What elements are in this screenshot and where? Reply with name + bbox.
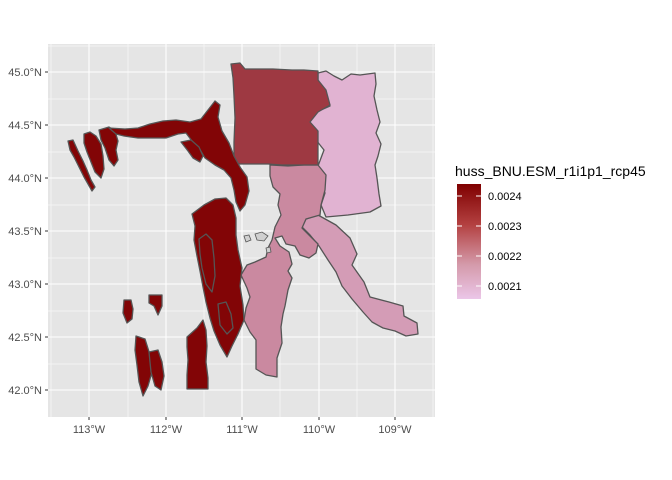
y-tick-label: 44.5°N [8, 120, 42, 132]
legend-label: 0.0021 [488, 281, 522, 293]
x-tick-label: 111°W [226, 424, 258, 436]
legend-label: 0.0023 [488, 221, 522, 233]
region-western-clusters [67, 100, 250, 397]
y-tick-label: 43.0°N [8, 279, 42, 291]
legend-label: 0.0022 [488, 251, 522, 263]
legend: huss_BNU.ESM_r1i1p1_rcp45 0.0024 0.0023 … [455, 163, 646, 299]
y-tick-label: 44.0°N [8, 173, 42, 185]
axis-ticks [45, 71, 396, 420]
y-tick-label: 42.5°N [8, 332, 42, 344]
legend-ticks [457, 195, 481, 287]
map-holes [243, 231, 272, 254]
y-tick-label: 43.5°N [8, 226, 42, 238]
x-tick-label: 110°W [303, 424, 336, 436]
region-north-central [230, 62, 331, 166]
y-axis-labels: 42.0°N 42.5°N 43.0°N 43.5°N 44.0°N 44.5°… [8, 67, 42, 397]
x-tick-label: 113°W [73, 424, 106, 436]
legend-title: huss_BNU.ESM_r1i1p1_rcp45 [455, 163, 646, 179]
legend-colorbar [457, 184, 481, 299]
region-southeast-diagonal [301, 214, 419, 337]
y-tick-label: 45.0°N [8, 67, 42, 79]
x-tick-label: 112°W [150, 424, 183, 436]
legend-label: 0.0024 [488, 191, 522, 203]
map-regions [67, 62, 419, 397]
y-tick-label: 42.0°N [8, 385, 42, 397]
x-axis-labels: 113°W 112°W 111°W 110°W 109°W [73, 424, 412, 436]
x-tick-label: 109°W [378, 424, 412, 436]
